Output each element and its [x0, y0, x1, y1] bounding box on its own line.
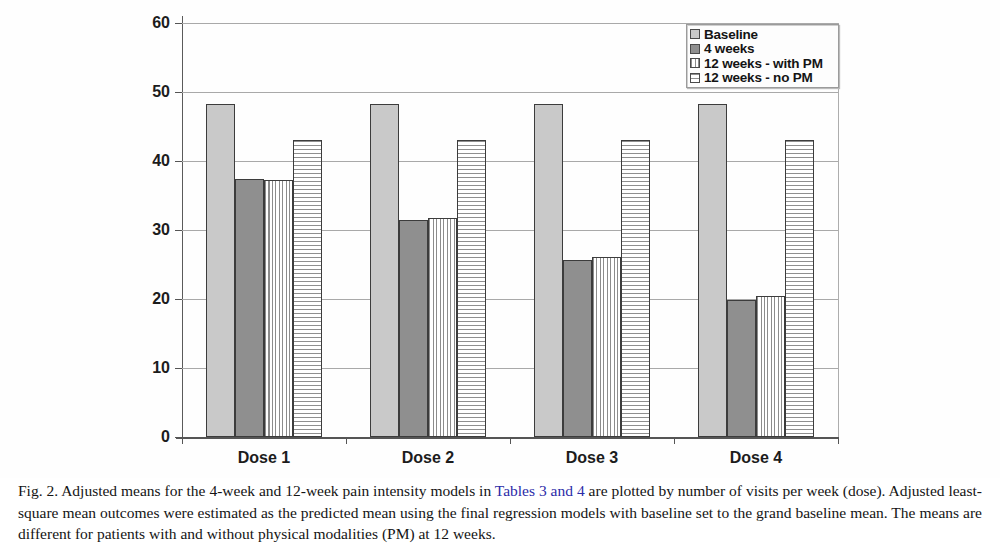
- x-axis-label-dose-4: Dose 4: [674, 449, 838, 467]
- y-tick-30: [175, 230, 182, 231]
- y-tick-40: [175, 161, 182, 162]
- bar-baseline-dose-2: [370, 104, 399, 437]
- legend-swatch-12-weeks-with-pm-icon: [690, 58, 700, 68]
- legend-item-12-weeks-no-pm: 12 weeks - no PM: [690, 71, 835, 85]
- y-axis-label-30: 30: [128, 222, 170, 238]
- legend-item-4-weeks: 4 weeks: [690, 42, 835, 56]
- bar-12-weeks-no-pm-dose-3: [621, 140, 650, 437]
- x-axis-line: [176, 437, 839, 439]
- bar-12-weeks-no-pm-dose-1: [293, 140, 322, 437]
- bar-baseline-dose-4: [698, 104, 727, 437]
- y-axis-label-20: 20: [128, 291, 170, 307]
- bar-4-weeks-dose-4: [727, 300, 756, 437]
- bar-baseline-dose-3: [534, 104, 563, 437]
- x-tick-1: [346, 439, 347, 444]
- legend-label-12-weeks-with-pm: 12 weeks - with PM: [704, 56, 823, 71]
- x-axis-label-dose-2: Dose 2: [346, 449, 510, 467]
- x-tick-4: [838, 439, 839, 444]
- bar-chart-figure: Baseline4 weeks12 weeks - with PM12 week…: [0, 0, 1000, 478]
- figure-caption: Fig. 2. Adjusted means for the 4-week an…: [18, 480, 982, 545]
- x-tick-0: [182, 439, 183, 444]
- bar-12-weeks-no-pm-dose-4: [785, 140, 814, 437]
- legend-swatch-4-weeks-icon: [690, 44, 700, 54]
- gridline-50: [182, 92, 838, 93]
- y-tick-20: [175, 299, 182, 300]
- y-axis-label-50: 50: [128, 84, 170, 100]
- legend-item-baseline: Baseline: [690, 27, 835, 41]
- bar-12-weeks-no-pm-dose-2: [457, 140, 486, 437]
- legend-item-12-weeks-with-pm: 12 weeks - with PM: [690, 56, 835, 70]
- x-axis-label-dose-1: Dose 1: [182, 449, 346, 467]
- y-tick-10: [175, 368, 182, 369]
- legend-label-4-weeks: 4 weeks: [704, 41, 754, 56]
- legend-swatch-12-weeks-no-pm-icon: [690, 73, 700, 83]
- bar-4-weeks-dose-1: [235, 179, 264, 437]
- bar-4-weeks-dose-3: [563, 260, 592, 437]
- legend-label-12-weeks-no-pm: 12 weeks - no PM: [704, 70, 813, 85]
- bar-12-weeks-with-pm-dose-3: [592, 257, 621, 437]
- bar-baseline-dose-1: [206, 104, 235, 437]
- y-axis-label-40: 40: [128, 153, 170, 169]
- x-tick-2: [510, 439, 511, 444]
- y-tick-50: [175, 92, 182, 93]
- x-axis-label-dose-3: Dose 3: [510, 449, 674, 467]
- y-axis-label-10: 10: [128, 360, 170, 376]
- bar-12-weeks-with-pm-dose-1: [264, 180, 293, 437]
- bar-12-weeks-with-pm-dose-2: [428, 218, 457, 437]
- y-tick-0: [175, 437, 182, 438]
- y-axis-label-0: 0: [128, 429, 170, 445]
- bar-12-weeks-with-pm-dose-4: [756, 296, 785, 437]
- legend: Baseline4 weeks12 weeks - with PM12 week…: [686, 24, 839, 88]
- caption-text-before-link: Fig. 2. Adjusted means for the 4-week an…: [18, 482, 495, 499]
- tables-3-and-4-link[interactable]: Tables 3 and 4: [495, 482, 585, 499]
- legend-label-baseline: Baseline: [704, 27, 758, 42]
- x-tick-3: [674, 439, 675, 444]
- gridline-40: [182, 161, 838, 162]
- legend-swatch-baseline-icon: [690, 29, 700, 39]
- y-tick-60: [175, 23, 182, 24]
- y-axis-label-60: 60: [128, 15, 170, 31]
- bar-4-weeks-dose-2: [399, 220, 428, 437]
